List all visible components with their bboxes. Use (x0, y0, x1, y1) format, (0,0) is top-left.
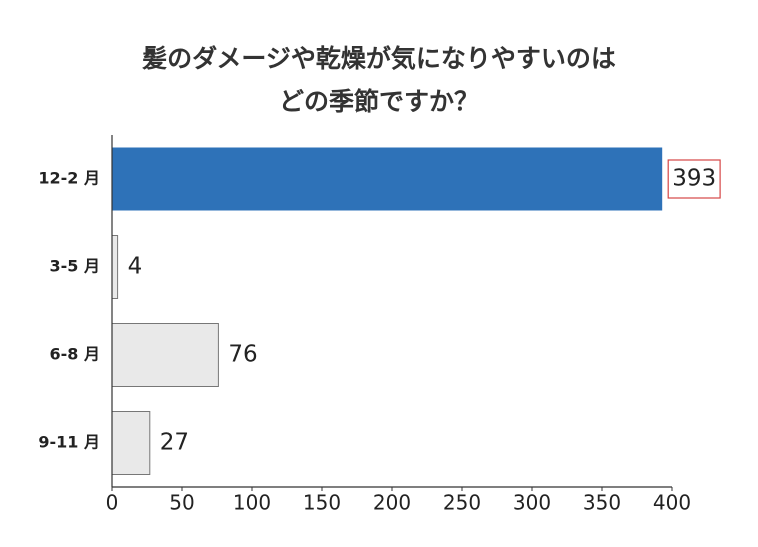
value-label: 4 (128, 254, 143, 280)
y-tick-label: 9-11 月 (38, 433, 100, 452)
x-tick-label: 100 (233, 491, 271, 515)
value-label-box (667, 159, 721, 199)
x-tick-label: 200 (373, 491, 411, 515)
x-tick-label: 0 (106, 491, 119, 515)
y-tick-label: 6-8 月 (50, 345, 100, 364)
value-label: 393 (672, 166, 716, 192)
x-tick-label: 150 (303, 491, 341, 515)
x-tick-label: 350 (583, 491, 621, 515)
bar (111, 323, 219, 387)
chart-title: 髪のダメージや乾燥が気になりやすいのは (141, 44, 616, 73)
value-label: 27 (160, 430, 189, 456)
x-tick-label: 400 (653, 491, 691, 515)
x-tick-label: 50 (169, 491, 194, 515)
bar (111, 235, 119, 299)
y-tick-label: 12-2 月 (38, 169, 100, 188)
value-label: 76 (228, 342, 257, 368)
chart-title: どの季節ですか？ (279, 87, 479, 116)
x-tick-label: 250 (443, 491, 481, 515)
y-tick-label: 3-5 月 (50, 257, 100, 276)
bar (111, 411, 151, 475)
x-tick-label: 300 (513, 491, 551, 515)
bar (112, 147, 663, 211)
